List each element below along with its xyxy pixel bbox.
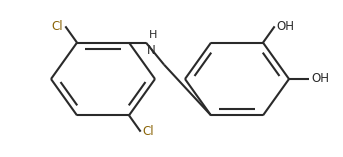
Text: N: N [147,44,156,57]
Text: Cl: Cl [52,20,63,33]
Text: OH: OH [277,20,295,33]
Text: OH: OH [311,73,329,86]
Text: H: H [149,30,157,40]
Text: Cl: Cl [143,125,154,138]
